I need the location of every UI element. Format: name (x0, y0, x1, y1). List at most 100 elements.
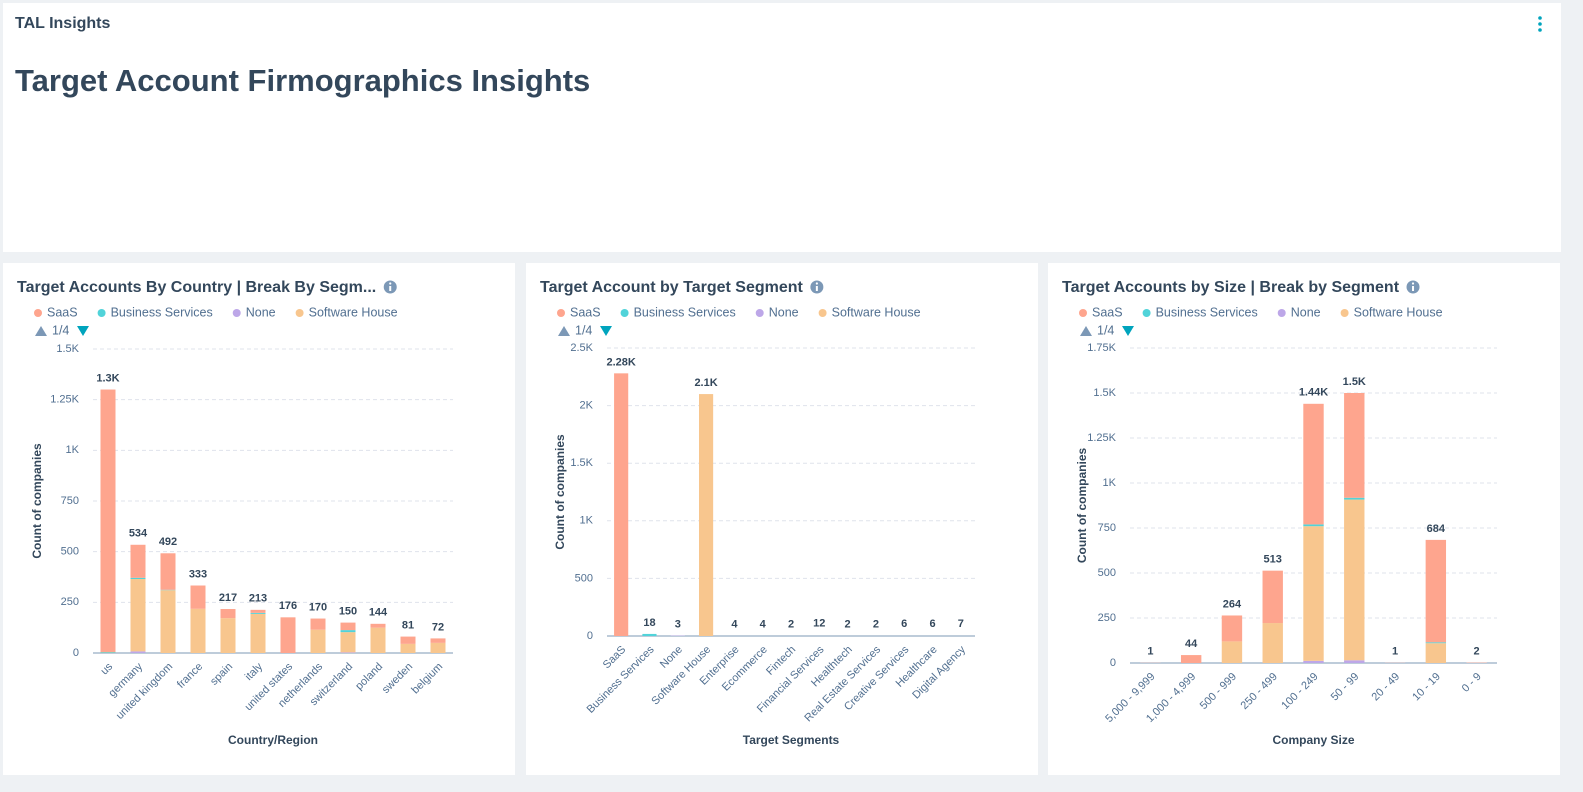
total-label: 2.1K (694, 377, 717, 389)
total-label: 150 (339, 606, 357, 618)
bar-segment (1221, 641, 1243, 663)
total-label: 18 (643, 617, 655, 629)
chart-title: Target Accounts By Country | Break By Se… (17, 279, 376, 296)
bar-segment (190, 608, 206, 653)
bar-segment (190, 585, 206, 609)
y-tick-label: 1.25K (50, 394, 79, 406)
bar-segment (220, 618, 236, 653)
info-icon-glyph (389, 286, 392, 291)
bar-segment (642, 633, 657, 636)
legend-swatch (755, 309, 764, 317)
chart-card (3, 263, 515, 775)
y-tick-label: 250 (61, 596, 79, 608)
y-tick-label: 0 (587, 630, 593, 642)
total-label: 217 (219, 592, 237, 604)
legend-swatch (232, 309, 241, 317)
bar-segment (340, 632, 356, 653)
bar-segment (340, 630, 356, 633)
total-label: 333 (189, 568, 207, 580)
total-label: 2 (1474, 646, 1480, 658)
bar-segment (1344, 497, 1365, 500)
bar-segment (1303, 403, 1324, 525)
legend-swatch (557, 309, 565, 317)
legend-page: 1/4 (575, 323, 592, 337)
legend-label: Software House (309, 305, 398, 319)
y-tick-label: 1K (1103, 477, 1117, 489)
x-axis-label: Target Segments (743, 733, 840, 747)
y-axis-label: Count of companies (553, 434, 567, 550)
bar-segment (1221, 615, 1243, 642)
bar-segment (250, 609, 266, 613)
legend-page-up (1080, 326, 1092, 336)
total-label: 1 (1147, 646, 1153, 658)
info-icon-glyph (815, 282, 818, 285)
legend-page: 1/4 (1097, 323, 1114, 337)
y-tick-label: 1K (66, 444, 80, 456)
total-label: 44 (1185, 638, 1198, 650)
bar-segment (1180, 655, 1202, 663)
legend-label: SaaS (570, 305, 601, 319)
total-label: 4 (731, 618, 738, 630)
legend-label: SaaS (47, 305, 78, 319)
total-label: 12 (813, 618, 825, 630)
total-label: 534 (129, 528, 148, 540)
bar-segment (614, 373, 629, 636)
total-label: 6 (929, 618, 935, 630)
total-label: 6 (901, 618, 907, 630)
bar-segment (160, 553, 176, 590)
total-label: 4 (760, 618, 767, 630)
y-tick-label: 1.5K (570, 457, 593, 469)
page-title: Target Account Firmographics Insights (15, 63, 590, 98)
legend-label: None (769, 305, 799, 319)
total-label: 170 (309, 601, 327, 613)
bar-segment (1262, 570, 1283, 624)
total-label: 144 (369, 607, 388, 619)
bar-segment (699, 394, 714, 636)
y-tick-label: 1.75K (1087, 342, 1116, 354)
menu-button[interactable] (1538, 16, 1542, 32)
legend-swatch (34, 309, 42, 317)
bar-segment (340, 622, 356, 631)
y-tick-label: 1.5K (56, 343, 79, 355)
legend-label: Business Services (111, 305, 213, 319)
bar-segment (400, 636, 416, 644)
legend-swatch (620, 309, 629, 317)
total-label: 3 (675, 619, 681, 631)
legend-page-down (77, 326, 89, 336)
chart-title: Target Account by Target Segment (540, 279, 804, 296)
total-label: 1 (1392, 646, 1398, 658)
bar-segment (1425, 642, 1447, 644)
header-card (3, 3, 1561, 252)
total-label: 2 (845, 619, 851, 631)
bar-segment (370, 627, 386, 653)
legend-page-down (600, 326, 612, 336)
y-tick-label: 500 (61, 546, 79, 558)
bar-segment (100, 651, 116, 653)
y-tick-label: 500 (575, 572, 593, 584)
bar-segment (310, 618, 326, 630)
legend-page: 1/4 (52, 323, 69, 337)
total-label: 176 (279, 600, 297, 612)
legend-label: Business Services (634, 305, 736, 319)
legend-label: Software House (1354, 305, 1443, 319)
total-label: 2.28K (606, 356, 635, 368)
bar-segment (310, 629, 326, 653)
legend-label: None (246, 305, 276, 319)
total-label: 81 (402, 619, 414, 631)
legend-page-up (558, 326, 570, 336)
total-label: 264 (1223, 598, 1242, 610)
bar-segment (280, 617, 296, 653)
total-label: 2 (873, 619, 879, 631)
legend-swatch (97, 309, 106, 317)
total-label: 72 (432, 621, 444, 633)
info-icon-glyph (815, 286, 818, 291)
bar-segment (250, 612, 266, 614)
bar-segment (1425, 643, 1447, 663)
legend-label: Business Services (1156, 305, 1258, 319)
y-tick-label: 2K (580, 400, 594, 412)
info-icon-glyph (1411, 282, 1415, 285)
bar-segment (400, 643, 416, 653)
bar-segment (430, 638, 446, 643)
legend-label: SaaS (1092, 305, 1123, 319)
